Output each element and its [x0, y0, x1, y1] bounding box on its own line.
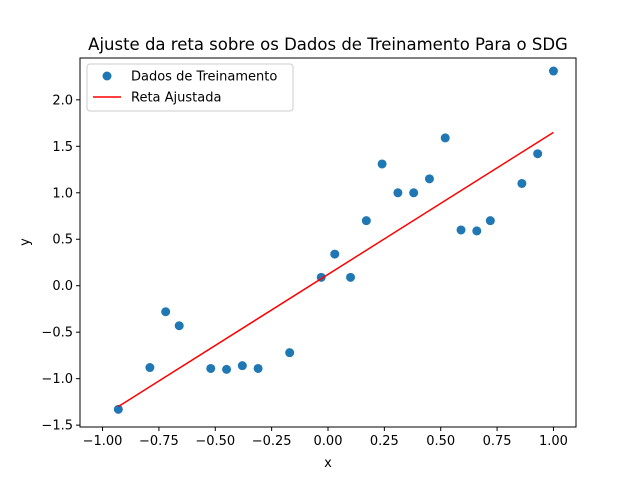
scatter-point [346, 272, 356, 282]
scatter-point [174, 321, 184, 331]
y-tick-label: 2.0 [52, 93, 73, 108]
scatter-point [222, 364, 232, 374]
y-axis-label: y [18, 238, 33, 246]
scatter-point [377, 159, 387, 169]
x-tick-label: −0.50 [195, 434, 235, 449]
scatter-point [424, 174, 434, 184]
scatter-point [285, 348, 295, 358]
x-tick-label: 0.50 [426, 434, 455, 449]
scatter-point [330, 249, 340, 259]
scatter-point [548, 66, 558, 76]
y-axis: −1.5 −1.0 −0.5 0.0 0.5 1.0 1.5 2.0 [41, 93, 80, 434]
legend-label-scatter: Dados de Treinamento [131, 70, 277, 85]
scatter-point [361, 216, 371, 226]
scatter-point [161, 307, 171, 317]
scatter-point [517, 178, 527, 188]
scatter-point [409, 188, 419, 198]
y-tick-label: −1.0 [41, 372, 73, 387]
x-axis: −1.00 −0.75 −0.50 −0.25 0.00 0.25 0.50 0.75 1.00 [83, 427, 568, 449]
y-tick-label: 1.0 [52, 186, 73, 201]
plot-frame [79, 57, 577, 428]
x-tick-label: 1.00 [539, 434, 568, 449]
legend: Dados de Treinamento Reta Ajustada [86, 63, 294, 112]
scatter-point [237, 361, 247, 371]
scatter-point [113, 404, 123, 414]
y-tick-label: 1.5 [52, 140, 73, 155]
scatter-point [145, 363, 155, 373]
y-tick-label: 0.0 [52, 279, 73, 294]
legend-box [86, 63, 294, 112]
y-tick-label: −1.5 [41, 419, 73, 434]
x-axis-label: x [324, 456, 332, 471]
legend-marker-scatter [102, 71, 112, 81]
x-tick-label: −0.75 [139, 434, 179, 449]
scatter-point [206, 363, 216, 373]
scatter-point [533, 149, 543, 159]
plot-area [113, 66, 558, 414]
legend-label-line: Reta Ajustada [131, 91, 221, 106]
x-tick-label: 0.75 [483, 434, 512, 449]
y-tick-label: −0.5 [41, 326, 73, 341]
x-tick-label: 0.00 [314, 434, 343, 449]
x-tick-label: −0.25 [252, 434, 292, 449]
fitted-line [117, 131, 554, 408]
chart-title: Ajuste da reta sobre os Dados de Treinam… [88, 35, 568, 54]
scatter-point [472, 226, 482, 236]
y-tick-label: 0.5 [52, 233, 73, 248]
scatter-point [485, 216, 495, 226]
x-tick-label: −1.00 [83, 434, 123, 449]
scatter-point [456, 225, 466, 235]
scatter-point [440, 133, 450, 143]
scatter-point [393, 188, 403, 198]
x-tick-label: 0.25 [370, 434, 399, 449]
scatter-point [253, 363, 263, 373]
